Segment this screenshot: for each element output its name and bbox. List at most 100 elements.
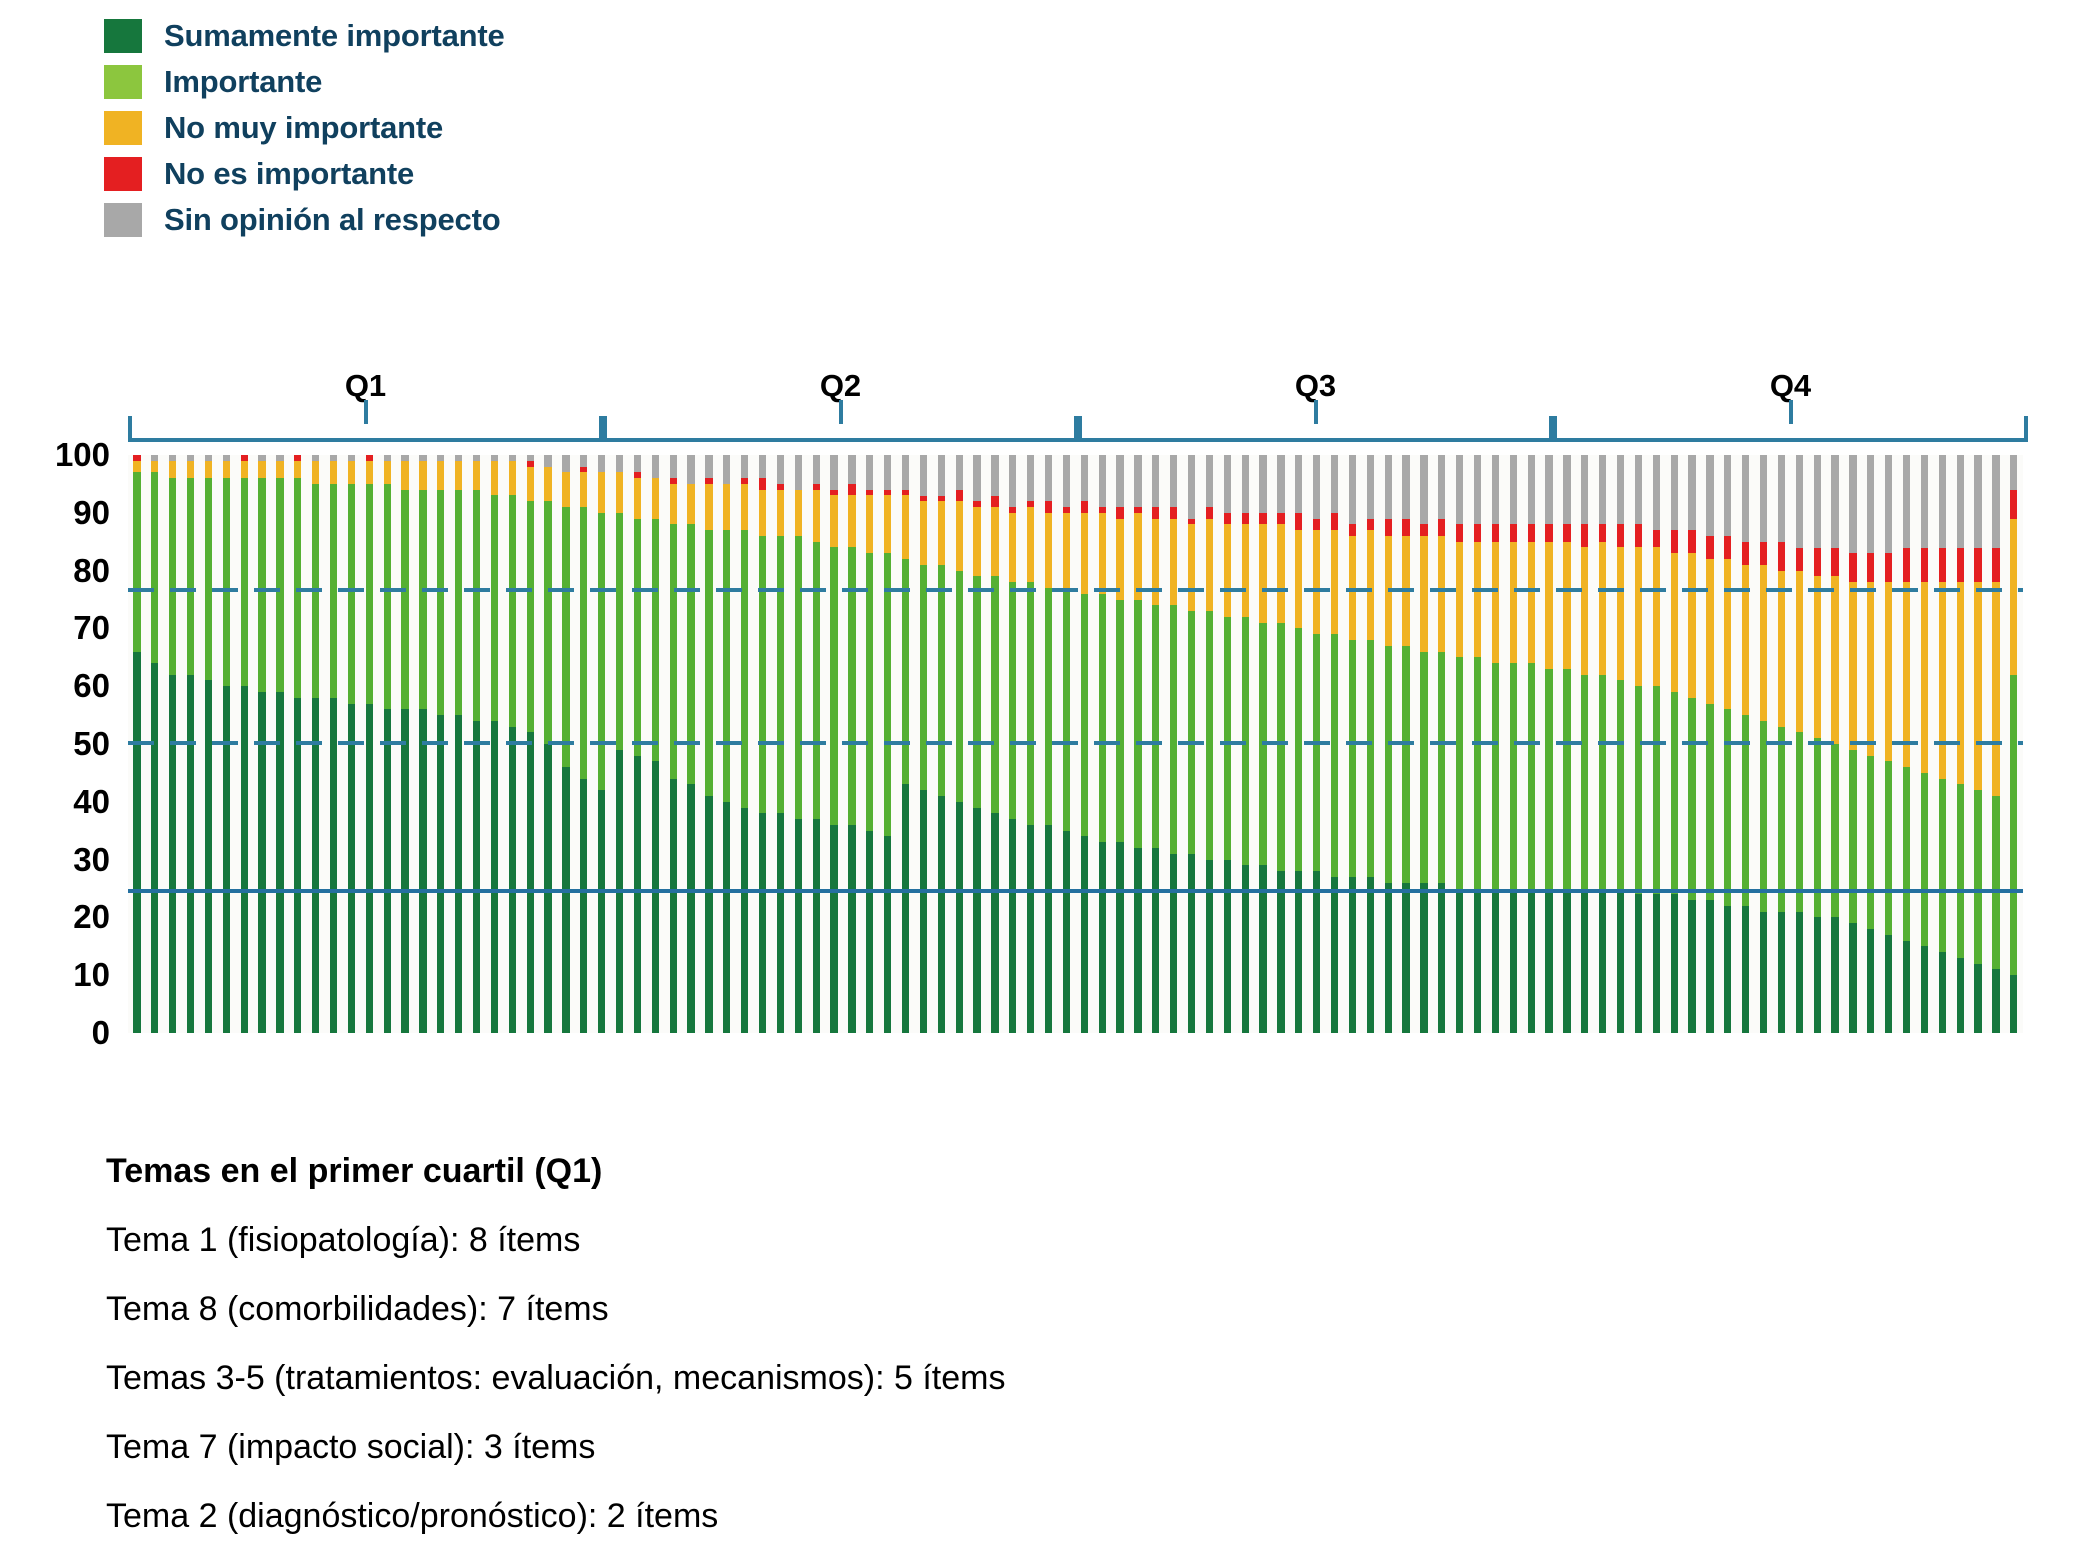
stacked-bar xyxy=(1187,455,1196,1033)
bar-segment xyxy=(991,495,999,508)
stacked-bar xyxy=(776,455,785,1033)
stacked-bar xyxy=(383,455,391,1033)
bar-segment xyxy=(776,455,785,484)
bar-segment xyxy=(1599,888,1607,1033)
bar-segment xyxy=(1974,790,1982,964)
bar-segment xyxy=(1688,697,1696,901)
bar-segment xyxy=(329,460,338,484)
bar-segment xyxy=(580,507,588,779)
bar-segment xyxy=(1759,564,1768,721)
bar-segment xyxy=(919,790,928,1033)
bar-segment xyxy=(437,460,445,490)
bar-segment xyxy=(741,530,749,808)
bar-segment xyxy=(1330,530,1339,635)
bar-segment xyxy=(919,495,928,502)
bar-segment xyxy=(1795,547,1803,571)
stacked-bar xyxy=(1402,455,1410,1033)
bar-segment xyxy=(222,686,230,1033)
bar-segment xyxy=(794,455,802,490)
bar-segment xyxy=(1384,882,1392,1033)
bar-segment xyxy=(598,472,606,513)
stacked-bar xyxy=(794,455,802,1033)
bar-segment xyxy=(1509,888,1517,1033)
bar-segment xyxy=(1062,512,1071,588)
bar-segment xyxy=(1438,455,1446,519)
bar-segment xyxy=(651,518,659,762)
bar-segment xyxy=(1849,749,1857,924)
bar-segment xyxy=(1420,455,1428,525)
bar-segment xyxy=(1009,455,1017,508)
stacked-bar xyxy=(1116,455,1124,1033)
bar-segment xyxy=(1241,524,1249,617)
bar-segment xyxy=(705,530,713,797)
bar-segment xyxy=(991,455,999,496)
bar-segment xyxy=(1956,582,1964,785)
stacked-bar xyxy=(562,455,570,1033)
stacked-bar xyxy=(151,455,159,1033)
bar-segment xyxy=(1205,859,1214,1033)
bar-segment xyxy=(240,460,248,479)
stacked-bar xyxy=(615,455,624,1033)
stacked-bar xyxy=(1438,455,1446,1033)
bar-segment xyxy=(2010,455,2018,490)
bar-segment xyxy=(1670,691,1678,895)
stacked-bar xyxy=(329,455,338,1033)
bar-segment xyxy=(419,709,427,1033)
bar-segment xyxy=(204,460,213,479)
bar-segment xyxy=(830,547,838,825)
bar-segment xyxy=(133,460,141,473)
bar-segment xyxy=(884,836,892,1033)
bar-segment xyxy=(741,807,749,1033)
bar-segment xyxy=(1527,524,1535,542)
bar-segment xyxy=(401,489,409,710)
bar-segment xyxy=(1295,628,1303,872)
bar-segment xyxy=(1098,842,1106,1033)
bar-segment xyxy=(901,495,910,560)
bar-segment xyxy=(1330,634,1339,877)
bar-segment xyxy=(937,455,945,496)
bar-segment xyxy=(812,483,820,490)
bar-segment xyxy=(1277,455,1285,513)
bar-segment xyxy=(1366,639,1374,877)
quartile-bracket xyxy=(1553,416,2028,442)
bar-segment xyxy=(1187,524,1196,612)
bar-segment xyxy=(848,824,856,1033)
bar-segment xyxy=(1849,582,1857,750)
bar-segment xyxy=(1920,455,1929,548)
bar-segment xyxy=(1152,455,1160,508)
bar-segment xyxy=(329,483,338,698)
bar-segment xyxy=(1902,455,1911,548)
bar-segment xyxy=(1616,547,1625,681)
y-axis-tick-label: 50 xyxy=(73,725,110,762)
bar-segment xyxy=(1152,518,1160,606)
bar-segment xyxy=(1348,639,1357,877)
stacked-bar xyxy=(1634,455,1643,1033)
bar-segment xyxy=(169,460,177,479)
bar-segment xyxy=(1938,778,1946,953)
bar-segment xyxy=(1116,455,1124,508)
bar-segment xyxy=(151,455,159,461)
bar-segment xyxy=(901,455,910,490)
bar-segment xyxy=(1509,663,1517,889)
bar-segment xyxy=(312,483,320,698)
bar-segment xyxy=(580,455,588,467)
bar-segment xyxy=(901,489,910,496)
bar-segment xyxy=(669,524,677,779)
bar-segment xyxy=(866,553,874,831)
bar-segment xyxy=(1563,541,1571,669)
bar-segment xyxy=(1563,668,1571,889)
bar-segment xyxy=(1134,599,1142,849)
bar-segment xyxy=(794,819,802,1033)
stacked-bar xyxy=(1223,455,1231,1033)
bar-segment xyxy=(562,507,570,768)
bar-segment xyxy=(1402,455,1410,519)
footnote-line: Tema 8 (comorbilidades): 7 ítems xyxy=(106,1290,609,1328)
bar-segment xyxy=(705,483,713,531)
bar-segment xyxy=(1402,518,1410,536)
bar-segment xyxy=(276,455,284,461)
stacked-bar xyxy=(1938,455,1946,1033)
bar-segment xyxy=(455,715,463,1033)
stacked-bar xyxy=(1062,455,1071,1033)
bar-segment xyxy=(776,535,785,814)
stacked-bar xyxy=(1205,455,1214,1033)
